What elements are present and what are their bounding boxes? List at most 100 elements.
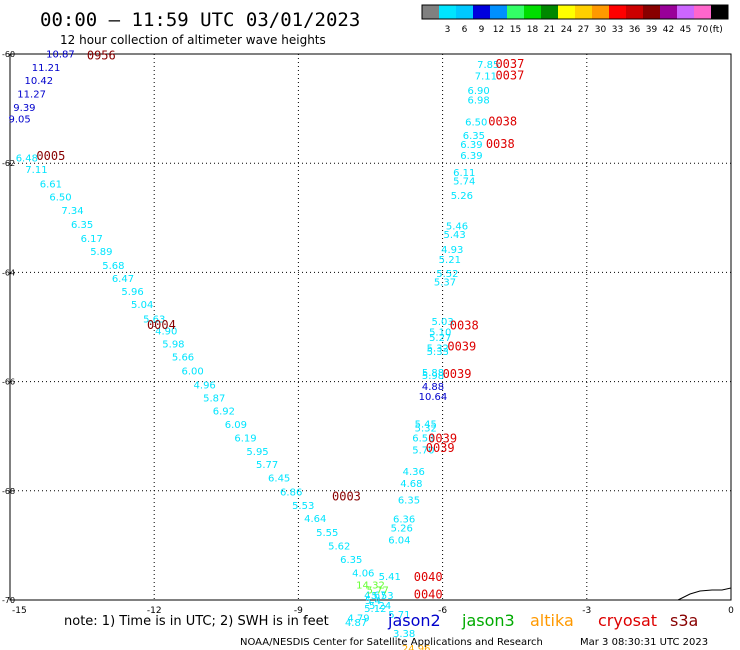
wave-height-label: 4.06 bbox=[352, 569, 374, 580]
wave-height-label: 5.70 bbox=[412, 445, 434, 456]
wave-height-label: 6.35 bbox=[71, 220, 93, 231]
color-scale-swatch bbox=[592, 5, 610, 19]
wave-height-label: 6.19 bbox=[234, 433, 256, 444]
footer-timestamp: Mar 3 08:30:31 UTC 2023 bbox=[580, 637, 708, 648]
pass-time-label: 0037 bbox=[495, 57, 524, 71]
pass-time-label: 0040 bbox=[414, 570, 443, 584]
wave-height-label: 6.61 bbox=[40, 179, 62, 190]
wave-height-label: 9.05 bbox=[8, 114, 30, 125]
x-tick-label: -3 bbox=[582, 606, 591, 616]
legend-item-jason2: jason2 bbox=[387, 611, 441, 630]
wave-height-label: 6.92 bbox=[213, 407, 235, 418]
pass-time-label: 0037 bbox=[495, 68, 524, 82]
pass-time-label: 0038 bbox=[450, 318, 479, 332]
wave-height-label: 4.67 bbox=[364, 591, 386, 602]
legend-item-jason3: jason3 bbox=[461, 611, 515, 630]
wave-height-label: 10.87 bbox=[46, 49, 75, 60]
wave-height-label: 5.98 bbox=[162, 339, 184, 350]
wave-height-label: 5.45 bbox=[415, 420, 437, 431]
wave-height-label: 4.36 bbox=[403, 467, 425, 478]
wave-height-label: 3.38 bbox=[393, 629, 415, 640]
wave-height-label: 5.95 bbox=[246, 447, 268, 458]
color-scale-label: 70 bbox=[697, 25, 709, 35]
wave-height-label: 5.53 bbox=[292, 501, 314, 512]
pass-time-label: 0039 bbox=[428, 431, 457, 445]
wave-height-label: 5.77 bbox=[256, 460, 278, 471]
wave-height-label: 14.32 bbox=[356, 581, 385, 592]
wave-height-label: 5.4 bbox=[365, 596, 381, 607]
pass-time-label: 0038 bbox=[488, 115, 517, 129]
wave-height-label: 6.45 bbox=[268, 474, 290, 485]
wave-height-label: 4.93 bbox=[441, 245, 463, 256]
color-scale-swatch bbox=[558, 5, 576, 19]
wave-height-label: 24.96 bbox=[402, 644, 431, 650]
wave-height-label: 5.88 bbox=[422, 368, 444, 379]
wave-height-label: 5.12 bbox=[364, 604, 386, 615]
wave-height-label: 7.85 bbox=[477, 60, 499, 71]
pass-time-label: 0040 bbox=[414, 588, 443, 602]
wave-height-label: 5.33 bbox=[427, 347, 449, 358]
pass-time-label: 0039 bbox=[426, 441, 455, 455]
wave-height-label: 10.64 bbox=[419, 392, 448, 403]
wave-height-label: 4.87 bbox=[345, 618, 367, 629]
x-tick-label: 0 bbox=[728, 606, 734, 616]
wave-height-label: 6.00 bbox=[182, 367, 204, 378]
y-tick-label: -66 bbox=[2, 378, 15, 387]
wave-height-label: 6.98 bbox=[468, 95, 490, 106]
wave-height-label: 6.47 bbox=[112, 274, 134, 285]
color-scale: 3 6 9 12 15 18 21 24 27 30 33 36 39 42 45 70 bbox=[421, 4, 729, 35]
wave-height-label: 6.90 bbox=[468, 86, 490, 97]
x-tick-label: -12 bbox=[147, 606, 162, 616]
wave-height-label: 5.96 bbox=[121, 287, 143, 298]
wave-height-label: 5.32 bbox=[427, 344, 449, 355]
wave-height-label: 5.46 bbox=[446, 221, 468, 232]
wave-height-label: 5.74 bbox=[453, 177, 475, 188]
wave-height-label: 5.98 bbox=[422, 371, 444, 382]
wave-height-label: 5.03 bbox=[431, 317, 453, 328]
wave-height-label: 5.26 bbox=[451, 191, 473, 202]
color-scale-label: 30 bbox=[595, 25, 607, 35]
wave-height-label: 5.41 bbox=[379, 572, 401, 583]
y-tick-label: -70 bbox=[2, 596, 15, 605]
color-scale-swatch bbox=[626, 5, 644, 19]
color-scale-label: 39 bbox=[646, 25, 658, 35]
map-grid bbox=[9, 53, 732, 601]
x-tick-label: -15 bbox=[12, 606, 27, 616]
wave-height-label: 5.52 bbox=[436, 269, 458, 280]
pass-time-label: 0038 bbox=[486, 137, 515, 151]
color-scale-label: 45 bbox=[680, 25, 691, 35]
wave-height-label: 7.11 bbox=[475, 71, 497, 82]
y-tick-label: -68 bbox=[2, 487, 15, 496]
satellite-legend: jason2 jason3 altika cryosat s3a bbox=[387, 611, 698, 630]
pass-time-label: 0039 bbox=[443, 367, 472, 381]
color-scale-label: 18 bbox=[527, 25, 539, 35]
color-scale-swatch bbox=[507, 5, 525, 19]
wave-height-label: 9.39 bbox=[13, 103, 35, 114]
color-scale-label: 15 bbox=[510, 25, 521, 35]
wave-height-label: 11.27 bbox=[17, 89, 46, 100]
x-tick-label: -9 bbox=[294, 606, 303, 616]
pass-time-label: 0039 bbox=[447, 340, 476, 354]
wave-height-label: 6.50 bbox=[49, 193, 71, 204]
page-subtitle: 12 hour collection of altimeter wave hei… bbox=[60, 33, 326, 47]
color-scale-swatch bbox=[422, 5, 440, 19]
page-title: 00:00 – 11:59 UTC 03/01/2023 bbox=[40, 9, 360, 31]
wave-height-label: 4.88 bbox=[422, 382, 444, 393]
wave-height-label: 6.04 bbox=[388, 535, 410, 546]
y-tick-label: -62 bbox=[2, 159, 15, 168]
color-scale-label: 24 bbox=[561, 25, 573, 35]
color-scale-label: 21 bbox=[544, 25, 555, 35]
color-scale-swatch bbox=[694, 5, 712, 19]
color-scale-unit: (ft) bbox=[709, 25, 723, 35]
wave-height-label: 5.26 bbox=[391, 523, 413, 534]
color-scale-swatch bbox=[660, 5, 678, 19]
color-scale-label: 3 bbox=[445, 25, 451, 35]
wave-height-label: 6.35 bbox=[340, 555, 362, 566]
color-scale-label: 33 bbox=[612, 25, 623, 35]
pass-time-label: 0003 bbox=[332, 489, 361, 503]
wave-height-label: 5.68 bbox=[102, 261, 124, 272]
color-scale-swatch bbox=[609, 5, 627, 19]
color-scale-label: 36 bbox=[629, 25, 641, 35]
